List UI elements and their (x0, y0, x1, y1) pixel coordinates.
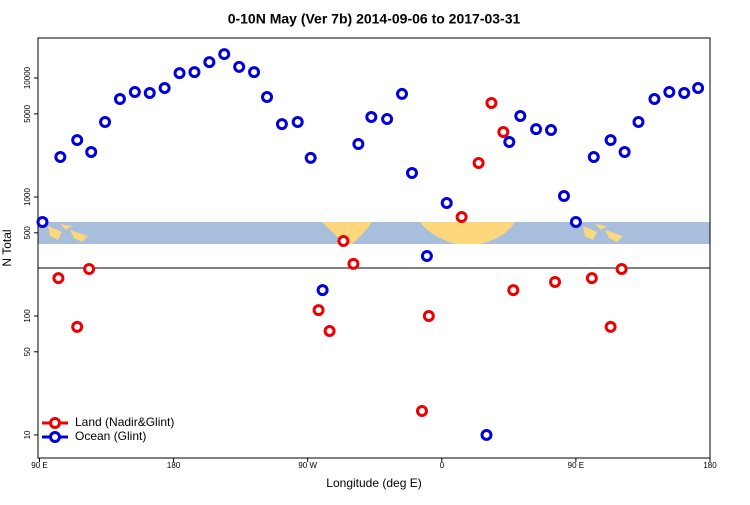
point (218, 48, 231, 61)
point (248, 66, 261, 79)
point (337, 234, 350, 247)
point (557, 189, 570, 202)
point (615, 263, 628, 276)
point (143, 87, 156, 100)
point (71, 320, 84, 333)
point (472, 157, 485, 170)
point (415, 404, 428, 417)
point (485, 96, 498, 109)
point (663, 86, 676, 99)
point (530, 123, 543, 136)
point (158, 82, 171, 95)
point (503, 135, 516, 148)
point (316, 284, 329, 297)
point (632, 115, 645, 128)
point (381, 113, 394, 126)
point (173, 67, 186, 80)
point (514, 109, 527, 122)
point (497, 125, 510, 138)
point (312, 304, 325, 317)
point (36, 215, 49, 228)
plot-frame (37, 37, 711, 459)
point (203, 56, 216, 69)
point (291, 115, 304, 128)
point (99, 115, 112, 128)
point (54, 150, 67, 163)
x-axis-label: Longitude (deg E) (326, 476, 421, 490)
point (422, 309, 435, 322)
point (678, 87, 691, 100)
point (352, 137, 365, 150)
point (275, 118, 288, 131)
point (604, 134, 617, 147)
point (604, 320, 617, 333)
y-tick-label: 1000 (23, 188, 32, 206)
legend-label: Ocean (Glint) (75, 429, 146, 443)
point (648, 92, 661, 105)
point (507, 284, 520, 297)
y-tick-label: 5000 (23, 104, 32, 122)
point (396, 87, 409, 100)
x-tick-label: 90 E (568, 461, 584, 470)
point (545, 123, 558, 136)
point (455, 211, 468, 224)
point (569, 215, 582, 228)
map-strip (38, 222, 710, 244)
point (261, 91, 274, 104)
point (85, 145, 98, 158)
point (440, 196, 453, 209)
point (549, 275, 562, 288)
point (347, 257, 360, 270)
legend-marker (49, 431, 61, 443)
point (692, 82, 705, 95)
point (128, 86, 141, 99)
y-axis-label: N Total (0, 229, 14, 266)
point (52, 272, 65, 285)
point (587, 150, 600, 163)
point (618, 145, 631, 158)
point (480, 428, 493, 441)
point (405, 167, 418, 180)
point (83, 263, 96, 276)
point (188, 66, 201, 79)
y-tick-label: 500 (23, 226, 32, 240)
point (233, 60, 246, 73)
point (304, 151, 317, 164)
point (585, 272, 598, 285)
point (365, 111, 378, 124)
y-tick-label: 10 (23, 430, 32, 439)
chart-title: 0-10N May (Ver 7b) 2014-09-06 to 2017-03… (228, 11, 521, 27)
x-tick-label: 90 E (31, 461, 47, 470)
point (420, 250, 433, 263)
point (113, 92, 126, 105)
legend-label: Land (Nadir&Glint) (75, 415, 174, 429)
y-tick-label: 10000 (23, 66, 32, 89)
y-tick-label: 100 (23, 309, 32, 323)
y-tick-label: 50 (23, 347, 32, 356)
legend-marker (49, 417, 61, 429)
point (71, 134, 84, 147)
x-tick-label: 180 (703, 461, 717, 470)
x-tick-label: 180 (167, 461, 181, 470)
x-tick-label: 0 (440, 461, 445, 470)
point (323, 324, 336, 337)
x-tick-label: 90 W (298, 461, 317, 470)
